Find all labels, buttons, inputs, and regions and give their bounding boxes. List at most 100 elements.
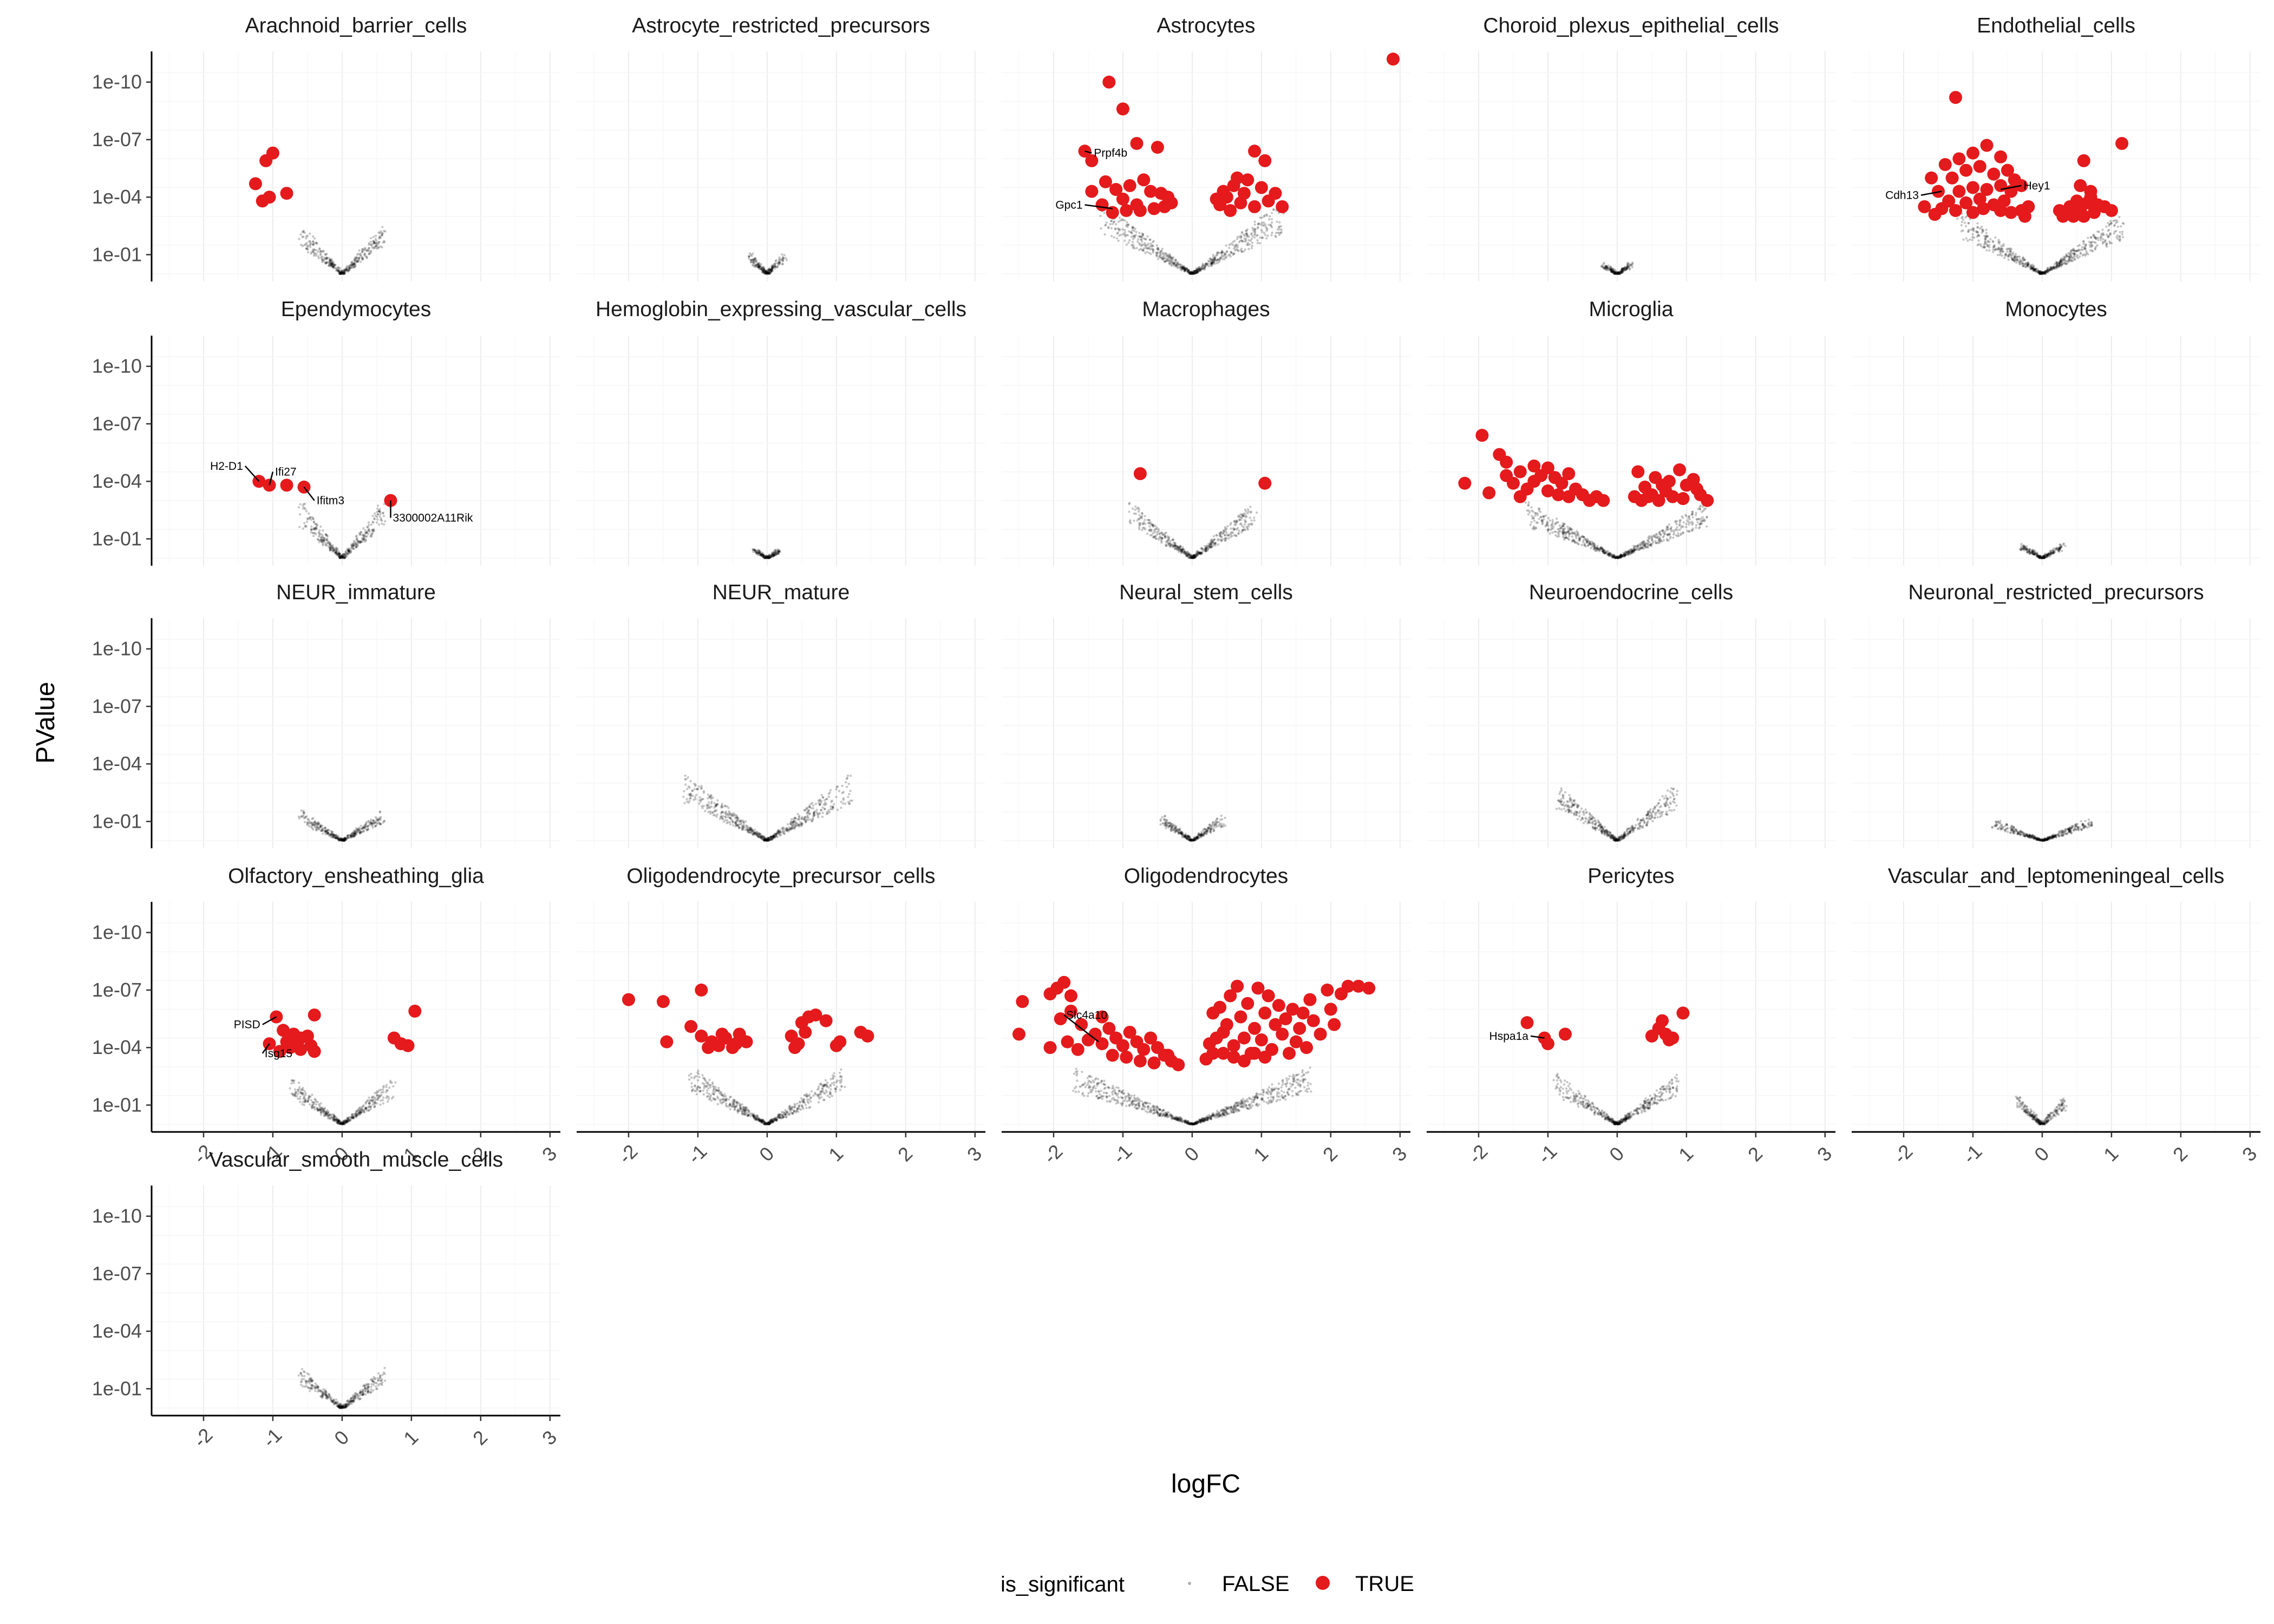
ns-point — [768, 269, 771, 271]
ns-point — [1538, 518, 1540, 520]
ns-point — [1244, 520, 1247, 523]
ns-point — [365, 256, 368, 258]
ns-point — [1571, 535, 1573, 538]
ns-point — [1985, 249, 1988, 252]
ns-point — [2062, 258, 2065, 260]
ns-point — [1547, 528, 1550, 531]
ns-point — [1558, 530, 1560, 533]
panel-gridlines — [1002, 336, 1410, 566]
sig-point — [1137, 173, 1151, 187]
ns-point — [1225, 244, 1227, 247]
ns-point — [362, 826, 364, 829]
ns-point — [2053, 266, 2056, 269]
ns-point — [1270, 234, 1273, 237]
y-tick-label: 1e-07 — [92, 128, 142, 150]
sig-point — [1475, 429, 1489, 442]
ns-point — [335, 836, 337, 839]
ns-point — [1253, 220, 1256, 223]
ns-point — [1610, 269, 1613, 272]
ns-point — [2004, 252, 2007, 256]
ns-point — [305, 241, 308, 245]
ns-point — [2121, 235, 2125, 239]
ns-point — [2016, 258, 2018, 260]
ns-point — [2023, 549, 2026, 552]
sig-point — [1458, 476, 1472, 490]
sig-point — [1952, 152, 1966, 166]
ns-point — [1203, 548, 1206, 551]
ns-point — [1205, 263, 1207, 265]
ns-point — [1244, 248, 1247, 251]
ns-point — [2078, 249, 2081, 252]
ns-point — [379, 823, 382, 826]
ns-point — [768, 556, 770, 559]
ns-point — [1631, 261, 1634, 264]
ns-point — [1575, 537, 1578, 540]
ns-point — [1631, 264, 1633, 266]
ns-point — [1697, 518, 1700, 521]
facet-strip-label: Ependymocytes — [281, 298, 431, 321]
ns-point — [356, 540, 359, 543]
ns-point — [340, 272, 343, 275]
ns-point — [1567, 538, 1570, 541]
ns-point — [1269, 215, 1271, 218]
sig-point — [1977, 202, 1990, 215]
sig-point — [1673, 463, 1687, 476]
ns-point — [360, 254, 363, 257]
ns-point — [2020, 545, 2023, 548]
ns-point — [2066, 262, 2069, 265]
ns-point — [1152, 240, 1155, 243]
ns-point — [1633, 549, 1637, 552]
ns-point — [1533, 519, 1536, 522]
ns-point — [698, 785, 701, 788]
ns-point — [302, 505, 304, 507]
ns-point — [1190, 556, 1193, 559]
ns-point — [779, 260, 781, 263]
ns-point — [1214, 534, 1218, 536]
ns-point — [750, 254, 753, 257]
facet-strip-label: Astrocytes — [1156, 14, 1255, 37]
ns-point — [303, 821, 306, 823]
ns-point — [1992, 245, 1995, 248]
ns-point — [368, 243, 370, 246]
ns-point — [1244, 528, 1246, 532]
ns-point — [1561, 522, 1565, 525]
ns-point — [762, 555, 764, 558]
ns-point — [329, 265, 332, 268]
ns-point — [312, 254, 316, 257]
ns-point — [312, 240, 315, 243]
ns-point — [341, 272, 344, 274]
ns-point — [1233, 252, 1236, 255]
ns-point — [1230, 521, 1232, 525]
ns-point — [1269, 224, 1272, 226]
ns-point — [360, 824, 363, 827]
ns-point — [2071, 249, 2074, 252]
ns-point — [1117, 227, 1120, 231]
ns-point — [1971, 239, 1974, 241]
ns-point — [310, 528, 313, 531]
panel-gridlines — [152, 618, 560, 848]
ns-point — [770, 270, 773, 272]
sig-point — [2105, 204, 2118, 217]
ns-point — [372, 235, 375, 238]
ns-point — [375, 515, 378, 519]
ns-point — [1541, 521, 1544, 525]
ns-point — [2010, 257, 2013, 260]
ns-point — [1257, 226, 1259, 228]
ns-point — [1253, 519, 1256, 522]
ns-point — [325, 257, 328, 259]
ns-point — [324, 827, 326, 830]
ns-point — [2102, 232, 2105, 235]
ns-point — [1976, 226, 1979, 229]
ns-point — [1155, 528, 1158, 531]
ns-point — [760, 263, 762, 266]
facet-strip-label: Choroid_plexus_epithelial_cells — [1483, 14, 1779, 37]
ns-point — [1163, 260, 1166, 263]
ns-point — [1567, 535, 1571, 538]
ns-point — [1681, 515, 1683, 518]
ns-point — [1676, 534, 1679, 538]
nonsignificant-points — [1128, 502, 1258, 559]
ns-point — [353, 258, 356, 260]
ns-point — [1131, 507, 1134, 510]
ns-point — [1278, 228, 1281, 231]
ns-point — [1654, 540, 1657, 542]
